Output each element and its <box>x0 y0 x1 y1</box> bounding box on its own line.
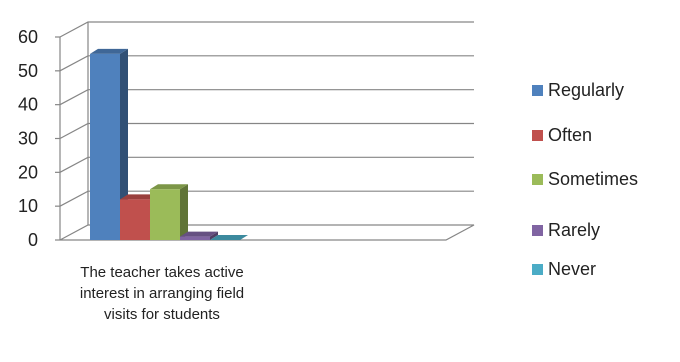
bar-rarely <box>180 231 218 240</box>
floor <box>59 224 475 241</box>
legend-swatch <box>532 225 543 236</box>
legend-label: Rarely <box>548 220 601 240</box>
legend-swatch <box>532 85 543 96</box>
y-tick-label: 40 <box>18 95 38 115</box>
legend-item-regularly: Regularly <box>532 80 624 101</box>
y-tick-label: 30 <box>18 129 38 149</box>
legend-item-never: Never <box>532 259 596 280</box>
bars <box>90 48 248 240</box>
y-tick-label: 60 <box>18 27 38 47</box>
legend-item-rarely: Rarely <box>532 220 600 241</box>
legend-item-sometimes: Sometimes <box>532 169 638 190</box>
legend-label: Never <box>548 259 597 279</box>
y-axis: 0 10 20 30 40 50 60 <box>18 22 89 250</box>
legend-label: Regularly <box>548 80 625 100</box>
bar-regularly <box>90 48 128 240</box>
legend-item-often: Often <box>532 125 592 146</box>
y-tick-label: 20 <box>18 162 38 182</box>
bar-never <box>210 235 248 240</box>
bar-sometimes <box>150 184 188 240</box>
legend-swatch <box>532 264 543 275</box>
y-tick-label: 50 <box>18 61 38 81</box>
legend-swatch <box>532 130 543 141</box>
legend-swatch <box>532 174 543 185</box>
legend-label: Often <box>548 125 593 145</box>
legend-label: Sometimes <box>548 169 639 189</box>
y-tick-label: 0 <box>28 230 38 250</box>
category-label: The teacher takes active interest in arr… <box>79 264 245 323</box>
y-tick-label: 10 <box>18 196 38 216</box>
gridline <box>59 21 474 38</box>
